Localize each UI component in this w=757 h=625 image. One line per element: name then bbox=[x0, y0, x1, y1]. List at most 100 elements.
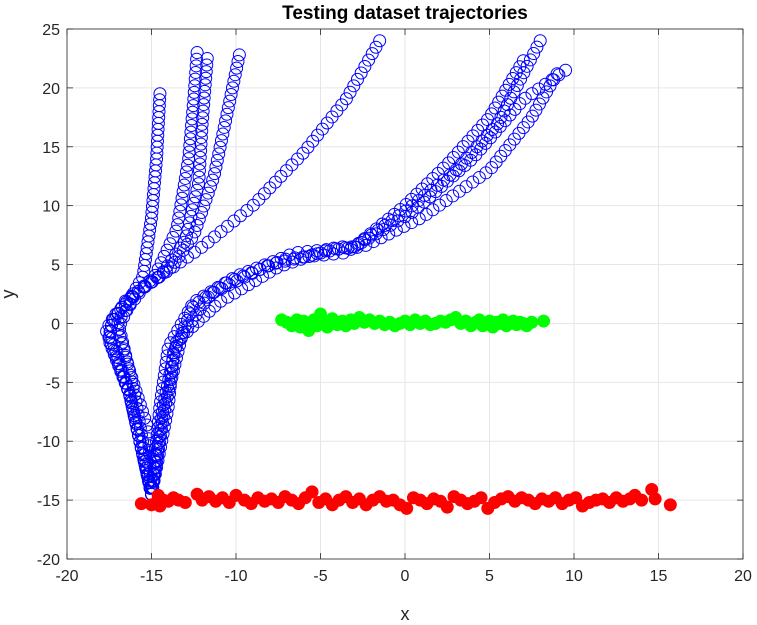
trajectory-2-point bbox=[200, 51, 214, 65]
trajectory-7-point bbox=[163, 367, 177, 381]
trajectory-3-point bbox=[217, 120, 231, 134]
trajectory-6-point bbox=[155, 416, 169, 430]
trajectory-6-point bbox=[397, 219, 411, 233]
trajectory-8-point bbox=[358, 60, 372, 74]
scatter-point bbox=[525, 315, 539, 329]
trajectory-6-point bbox=[466, 175, 480, 189]
trajectory-8-point bbox=[111, 323, 125, 337]
y-tick-label: 25 bbox=[42, 22, 60, 39]
trajectory-8-point bbox=[214, 225, 228, 239]
scatter-point bbox=[305, 485, 319, 499]
trajectory-6-point bbox=[529, 103, 543, 117]
trajectory-2-point bbox=[192, 164, 206, 178]
trajectory-2-point bbox=[177, 235, 191, 249]
trajectory-6-point bbox=[459, 180, 473, 194]
trajectory-3-point bbox=[136, 434, 150, 448]
y-tick-label: 15 bbox=[42, 140, 60, 157]
trajectory-2-point bbox=[191, 177, 205, 191]
trajectory-6-point bbox=[245, 266, 259, 280]
trajectory-6-point bbox=[525, 109, 539, 123]
trajectory-3-point bbox=[190, 218, 204, 232]
trajectory-5-point bbox=[190, 293, 204, 307]
trajectory-7-point bbox=[310, 247, 324, 261]
trajectory-8-point bbox=[188, 245, 202, 259]
trajectory-8-point bbox=[140, 418, 154, 432]
trajectory-2-point bbox=[198, 84, 212, 98]
trajectory-7-point bbox=[156, 398, 170, 412]
trajectory-6-point bbox=[412, 212, 426, 226]
trajectory-1-point bbox=[189, 59, 203, 73]
x-tick-label: 5 bbox=[485, 568, 494, 585]
trajectory-8-point bbox=[117, 343, 131, 357]
trajectory-2-point bbox=[194, 144, 208, 158]
series-1 bbox=[275, 307, 551, 338]
trajectory-3-point bbox=[188, 225, 202, 239]
trajectory-3-point bbox=[206, 173, 220, 187]
trajectory-8-point bbox=[350, 72, 364, 86]
trajectory-2-point bbox=[195, 124, 209, 138]
trajectory-6-point bbox=[389, 223, 403, 237]
trajectory-7-point bbox=[431, 166, 445, 180]
trajectory-3-point bbox=[231, 55, 245, 68]
trajectory-3-point bbox=[199, 193, 213, 207]
trajectory-2-point bbox=[196, 104, 210, 118]
trajectory-1-point bbox=[185, 119, 199, 133]
trajectory-7-point bbox=[166, 354, 180, 368]
trajectory-6-point bbox=[543, 79, 557, 93]
trajectory-6-point bbox=[426, 203, 440, 217]
trajectory-1-point bbox=[186, 99, 200, 113]
trajectory-8-point bbox=[142, 446, 156, 460]
scatter-point bbox=[537, 314, 551, 328]
trajectory-1-point bbox=[188, 72, 202, 86]
y-tick-label: 10 bbox=[42, 199, 60, 216]
trajectory-6-point bbox=[287, 252, 301, 266]
trajectory-7-point bbox=[327, 241, 341, 255]
trajectory-7-point bbox=[302, 250, 316, 263]
trajectory-7-point bbox=[162, 373, 176, 387]
trajectory-2-point bbox=[194, 131, 208, 145]
trajectory-3-point bbox=[213, 140, 227, 154]
trajectory-7-point bbox=[345, 240, 359, 254]
trajectory-7-point bbox=[426, 172, 440, 186]
trajectory-8-point bbox=[221, 219, 235, 233]
trajectory-4-point bbox=[494, 110, 508, 124]
trajectory-3-point bbox=[216, 127, 230, 141]
trajectory-5-point bbox=[559, 63, 573, 77]
tick-marks: -20 -15 -10 -5 0 5 10 15 20 -20 -15 -10 -5 0 5 10 15 20 25 bbox=[37, 22, 752, 585]
trajectory-7-point bbox=[336, 240, 350, 254]
trajectory-6-point bbox=[154, 422, 168, 436]
trajectory-3-point bbox=[210, 153, 224, 167]
trajectory-7-point bbox=[420, 177, 434, 191]
trajectory-6-point bbox=[382, 227, 396, 241]
trajectory-6-point bbox=[452, 184, 466, 198]
x-tick-label: -5 bbox=[313, 568, 327, 585]
trajectory-3-point bbox=[203, 180, 217, 194]
trajectory-7-point bbox=[235, 282, 249, 296]
trajectory-1-point bbox=[184, 125, 198, 139]
y-axis-label: y bbox=[0, 290, 18, 299]
trajectory-3-point bbox=[219, 114, 233, 128]
trajectory-8-point bbox=[233, 209, 247, 223]
trajectory-3-point bbox=[221, 101, 235, 115]
trajectory-3-point bbox=[230, 61, 244, 75]
trajectory-6-point bbox=[536, 91, 550, 105]
trajectory-1-point bbox=[166, 230, 180, 244]
trajectory-7-point bbox=[150, 449, 164, 463]
trajectory-3-point bbox=[209, 160, 223, 174]
trajectory-7-point bbox=[150, 443, 164, 457]
trajectory-3-point bbox=[185, 231, 199, 245]
trajectory-3-point bbox=[223, 94, 237, 108]
trajectory-1-point bbox=[183, 132, 197, 146]
trajectory-1-point bbox=[179, 165, 193, 179]
trajectory-7-point bbox=[404, 192, 418, 206]
y-tick-label: 0 bbox=[51, 316, 60, 333]
trajectory-3-point bbox=[129, 395, 143, 409]
trajectory-7-point bbox=[154, 417, 168, 431]
trajectory-7-point bbox=[277, 258, 291, 272]
trajectory-5-point bbox=[181, 305, 195, 319]
scatter-point bbox=[663, 498, 677, 512]
trajectory-7-point bbox=[167, 348, 181, 362]
trajectory-5-point bbox=[552, 68, 566, 82]
trajectory-6-point bbox=[207, 285, 221, 299]
trajectory-3-point bbox=[201, 186, 215, 200]
